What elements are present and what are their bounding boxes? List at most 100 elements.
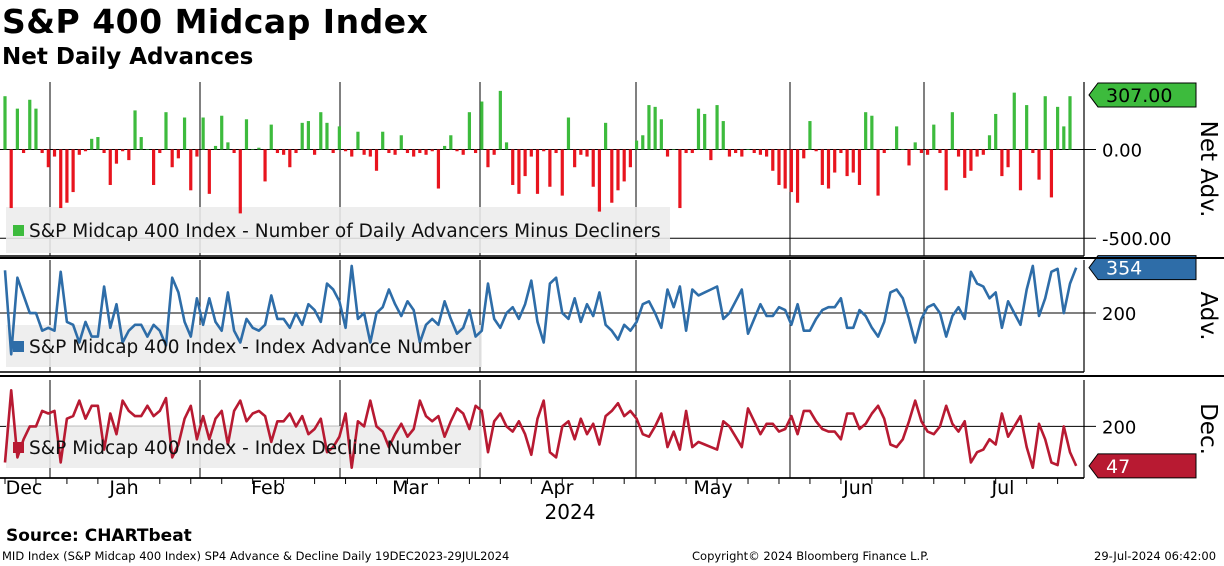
net-advance-bar (913, 142, 917, 150)
panel-net_advances: 0.00 -500.00 S&P Midcap 400 Index - Number… (0, 82, 1221, 257)
net-advance-bar (449, 135, 453, 150)
net-advance-bar (511, 149, 515, 185)
net-advance-bar (77, 149, 81, 155)
net-advance-bar (195, 149, 199, 157)
net-advance-bar (288, 149, 292, 168)
net-advance-bar (430, 149, 434, 152)
net-advance-bar (269, 124, 273, 150)
net-advance-bar (560, 149, 564, 196)
net-advance-bar (325, 122, 329, 150)
net-advance-bar (542, 149, 546, 152)
net-advance-bar (1049, 149, 1054, 198)
net-advance-bar (956, 149, 961, 157)
net-advance-bar (102, 149, 106, 154)
net-advance-bar (133, 110, 137, 150)
x-tick-label: Jun (842, 477, 873, 499)
net-advance-bar (833, 149, 837, 173)
net-advance-bar (213, 145, 218, 150)
net-advance-bar (535, 149, 540, 194)
net-advance-bar (1031, 149, 1035, 154)
net-advance-bar (554, 149, 558, 154)
net-advance-bar (783, 149, 787, 189)
net-advance-bar (826, 149, 831, 189)
net-advance-bar (15, 108, 19, 150)
last-value-tag (1088, 453, 1197, 479)
net-advance-bar (597, 149, 602, 212)
net-advance-bar (795, 149, 800, 203)
net-advance-bar (1056, 106, 1060, 150)
net-advance-bar (721, 121, 725, 150)
y-tick-label: -500.00 (1102, 229, 1171, 250)
net-advance-bar (71, 149, 75, 193)
net-advance-bar (1000, 149, 1004, 177)
net-advance-bar (337, 126, 341, 150)
net-advance-bar (690, 149, 694, 154)
net-advance-bar (938, 149, 942, 154)
net-advance-bar (566, 117, 571, 150)
net-advance-bar (864, 112, 868, 150)
last-value-label: 307.00 (1106, 85, 1172, 107)
x-tick-label: Dec (6, 477, 43, 499)
net-advance-bar (9, 149, 13, 209)
net-advance-bar (758, 149, 763, 155)
net-advance-bar (764, 149, 769, 157)
net-advance-bar (374, 149, 379, 171)
x-tick-label: May (693, 477, 732, 499)
net-advance-bar (641, 135, 645, 150)
net-advance-bar (963, 149, 967, 178)
x-tick-label: Jul (991, 477, 1015, 499)
net-advance-bar (622, 149, 626, 182)
net-advance-bar (1068, 96, 1072, 150)
net-advance-bar (461, 149, 465, 155)
net-advance-bar (672, 149, 676, 150)
net-advance-bar (21, 149, 26, 154)
net-advance-bar (350, 149, 354, 157)
net-advance-bar (802, 149, 806, 159)
net-advance-bar (932, 124, 936, 150)
net-advance-bar (182, 117, 187, 150)
net-advance-bar (480, 101, 484, 150)
legend-box (6, 207, 670, 253)
net-advance-bar (814, 149, 818, 152)
net-advance-bar (34, 108, 38, 150)
net-advance-bar (498, 90, 502, 150)
net-advance-bar (573, 149, 577, 168)
net-advance-bar (1012, 92, 1016, 150)
net-advance-bar (1037, 149, 1041, 180)
net-advance-bar (59, 149, 63, 209)
net-advance-bar (65, 149, 69, 203)
net-advance-bar (634, 140, 639, 150)
net-advance-bar (981, 149, 985, 155)
axis-title: Adv. (1195, 291, 1221, 340)
net-advance-bar (919, 149, 923, 154)
net-advance-bar (294, 149, 298, 154)
net-advance-bar (851, 149, 855, 173)
net-advance-bar (969, 149, 973, 171)
x-tick-label: Feb (251, 477, 285, 499)
net-advance-bar (282, 149, 286, 155)
net-advance-bar (703, 113, 707, 150)
net-advance-bar (486, 149, 490, 168)
net-advance-bar (610, 149, 614, 203)
net-advance-bar (443, 145, 447, 150)
footer-timestamp: 29-Jul-2024 06:42:00 (1094, 549, 1217, 563)
net-advance-bar (727, 149, 732, 157)
net-advance-bar (127, 149, 131, 161)
net-advance-bar (90, 138, 94, 150)
net-advance-bar (207, 149, 211, 194)
net-advance-bar (306, 121, 311, 150)
net-advance-bar (405, 149, 410, 154)
net-advance-bar (665, 149, 670, 157)
panel-advances: 200 S&P Midcap 400 Index - Index Advance … (0, 255, 1221, 373)
net-advance-bar (424, 149, 428, 155)
net-advance-bar (715, 105, 719, 150)
panel-declines: 200 S&P Midcap 400 Index - Index Decline … (0, 380, 1221, 479)
net-advance-bar (876, 149, 880, 196)
net-advance-bar (907, 149, 911, 166)
net-advance-bar (244, 119, 249, 150)
net-advance-bar (579, 149, 583, 155)
net-advance-bar (226, 142, 230, 150)
y-tick-label: 200 (1102, 304, 1136, 325)
net-advance-bar (96, 137, 100, 150)
net-advance-bar (975, 149, 979, 157)
